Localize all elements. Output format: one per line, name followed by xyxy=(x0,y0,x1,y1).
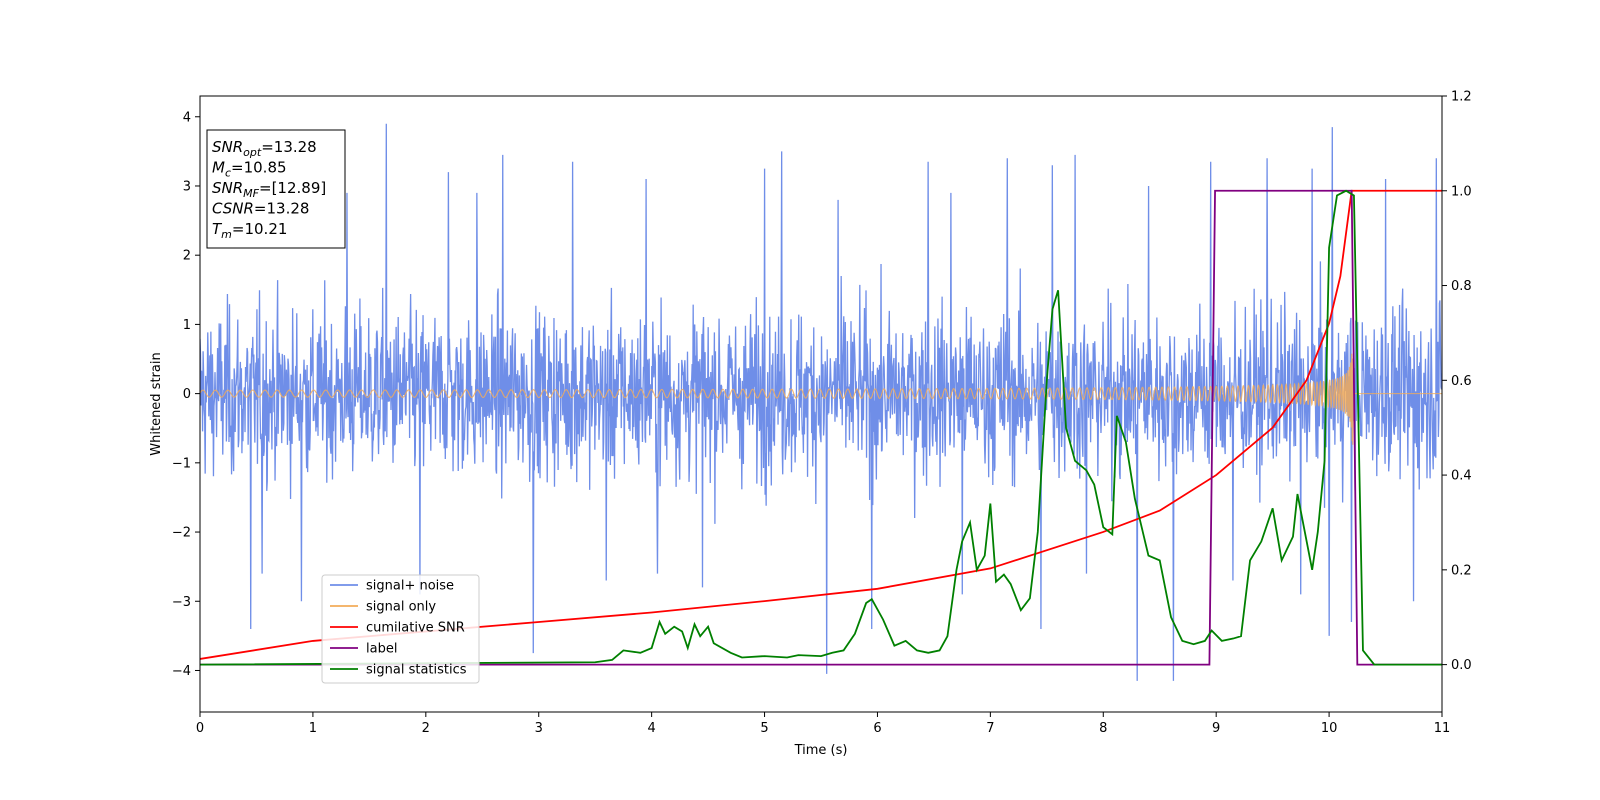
x-tick-label: 5 xyxy=(760,721,768,736)
plot-area xyxy=(200,123,1442,681)
y-tick-label: 2 xyxy=(183,249,191,264)
y-tick-label: 4 xyxy=(183,110,191,125)
series-signal-statistics xyxy=(200,189,1442,666)
y-tick-label: −2 xyxy=(172,526,191,541)
info-box-line: SNRMF=[12.89] xyxy=(212,179,326,200)
y-tick-label: −4 xyxy=(172,664,191,679)
x-tick-label: 0 xyxy=(196,721,204,736)
y-tick-label: 3 xyxy=(183,179,191,194)
x-tick-label: 7 xyxy=(986,721,994,736)
y2-tick-label: 1.2 xyxy=(1451,90,1472,105)
x-tick-label: 9 xyxy=(1212,721,1220,736)
info-box-line: Mc=10.85 xyxy=(212,159,287,180)
x-axis: 0 1 2 3 4 5 6 7 8 9 10 11 xyxy=(196,712,1450,736)
info-box-frame xyxy=(206,129,346,249)
x-tick-label: 1 xyxy=(309,721,317,736)
y2-tick-label: 1.0 xyxy=(1451,184,1472,199)
series-cumulative-snr xyxy=(200,189,1442,660)
x-tick-label: 2 xyxy=(422,721,430,736)
x-tick-label: 4 xyxy=(647,721,655,736)
info-box-line: Tm=10.21 xyxy=(212,220,287,241)
x-tick-label: 8 xyxy=(1099,721,1107,736)
series-label xyxy=(200,189,1442,666)
legend-item-label: signal+ noise xyxy=(366,579,454,594)
axes-frame xyxy=(199,95,1443,713)
x-tick-label: 11 xyxy=(1434,721,1451,736)
series-signal-noise xyxy=(200,123,1442,681)
x-tick-label: 6 xyxy=(873,721,881,736)
legend: signal+ noise signal only cumilative SNR la… xyxy=(321,574,480,684)
y-tick-label: 1 xyxy=(183,318,191,333)
x-axis-label: Time (s) xyxy=(794,743,848,758)
legend-frame xyxy=(321,574,480,684)
legend-item-label: label xyxy=(366,642,397,657)
info-box-line: SNRopt=13.28 xyxy=(212,138,317,159)
legend-item-label: signal statistics xyxy=(366,663,467,678)
y2-tick-label: 0.8 xyxy=(1451,279,1472,294)
series-signal-only xyxy=(200,353,1442,445)
x-tick-label: 10 xyxy=(1321,721,1338,736)
info-box-line: CSNR=13.28 xyxy=(212,200,309,218)
y-axis-right: 0.0 0.2 0.4 0.6 0.8 1.0 1.2 xyxy=(1442,90,1472,673)
info-box: SNRopt=13.28Mc=10.85SNRMF=[12.89]CSNR=13… xyxy=(206,129,346,249)
y2-tick-label: 0.0 xyxy=(1451,658,1472,673)
y2-tick-label: 0.2 xyxy=(1451,563,1472,578)
legend-item-label: signal only xyxy=(366,600,436,615)
y-tick-label: −3 xyxy=(172,595,191,610)
y-tick-label: −1 xyxy=(172,456,191,471)
y-tick-label: 0 xyxy=(183,387,191,402)
y-axis-left: −4 −3 −2 −1 0 1 2 3 4 xyxy=(172,110,200,679)
x-tick-label: 3 xyxy=(535,721,543,736)
y2-tick-label: 0.4 xyxy=(1451,469,1472,484)
y2-tick-label: 0.6 xyxy=(1451,374,1472,389)
y-axis-label: Whitened strain xyxy=(149,352,164,455)
legend-item-label: cumilative SNR xyxy=(366,621,465,636)
